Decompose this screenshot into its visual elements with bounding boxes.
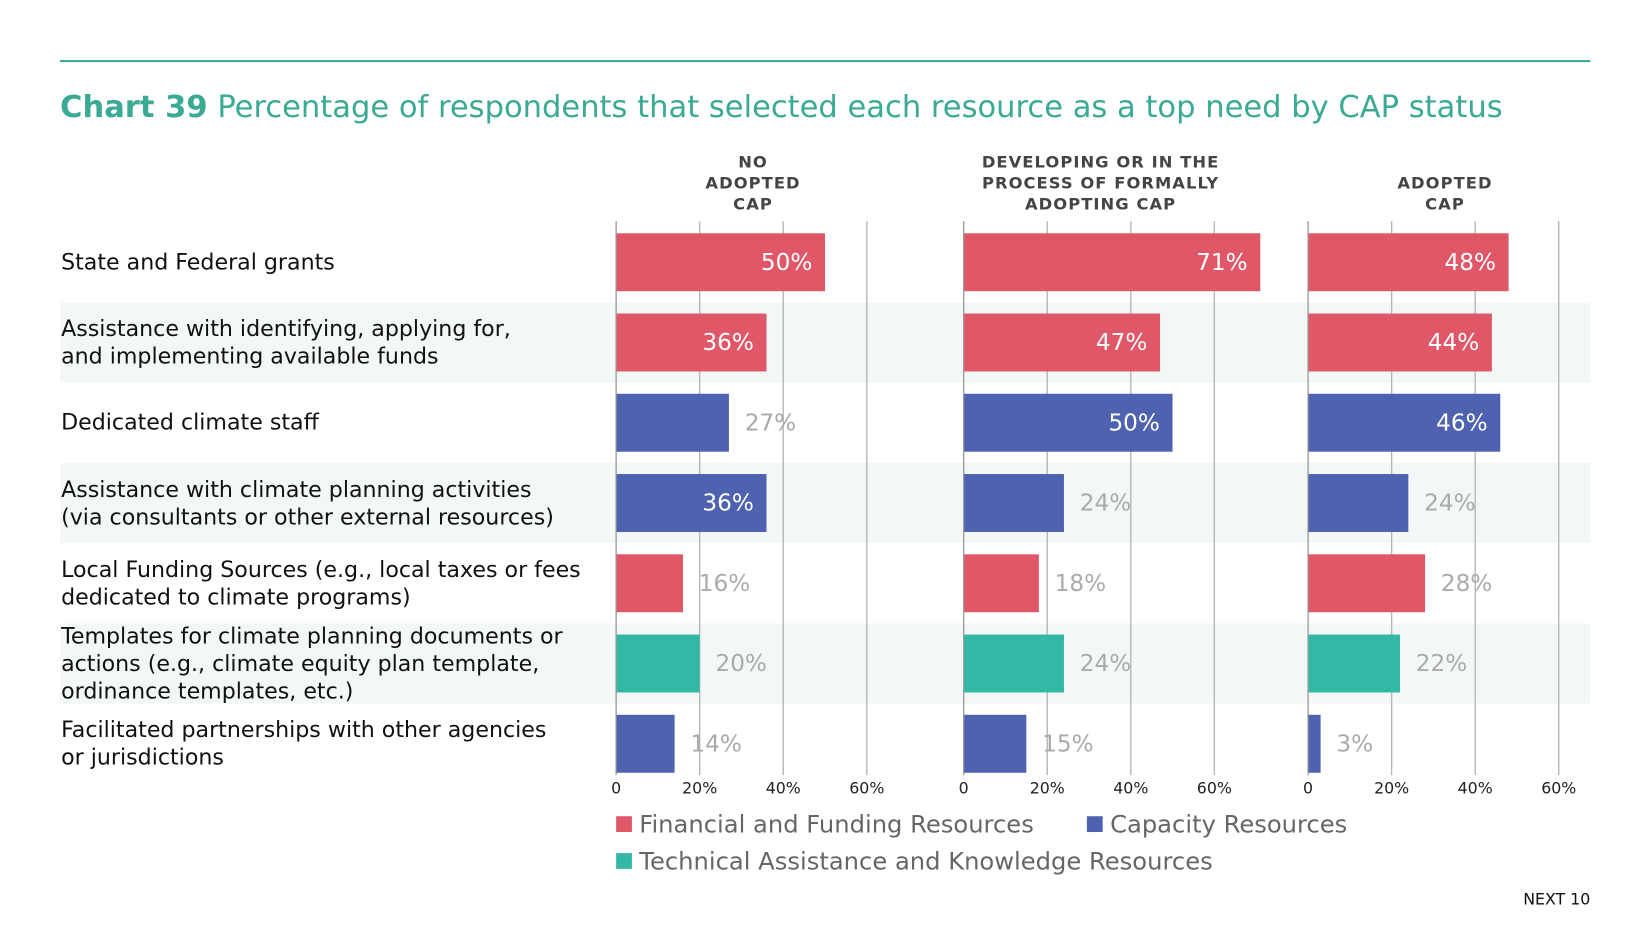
data-label: 71%: [1196, 249, 1247, 276]
data-label: 24%: [1424, 490, 1475, 517]
bar: [616, 634, 700, 693]
chart-title: Chart 39: [60, 88, 208, 125]
x-tick-label: 0: [611, 778, 621, 797]
category-label: Facilitated partnerships with other agen…: [61, 717, 547, 771]
bar: [1308, 714, 1321, 773]
data-label: 36%: [702, 490, 753, 517]
data-label: 50%: [1108, 409, 1159, 436]
bar: [1308, 393, 1501, 452]
bar: [963, 554, 1039, 613]
data-label: 50%: [761, 249, 812, 276]
data-label: 24%: [1080, 490, 1131, 517]
bar: [616, 313, 767, 372]
bar: [1308, 233, 1509, 292]
data-label: 15%: [1042, 730, 1093, 757]
bar: [1308, 474, 1409, 532]
chart-subtitle: Percentage of respondents that selected …: [217, 88, 1503, 125]
bar: [1308, 634, 1400, 693]
x-tick-label: 0: [959, 778, 969, 797]
data-label: 47%: [1096, 329, 1147, 356]
bar: [616, 233, 826, 292]
x-tick-label: 60%: [1541, 778, 1576, 797]
panel-title: ADOPTED CAP: [1397, 173, 1493, 214]
panel-title: NO ADOPTED CAP: [705, 152, 801, 214]
data-label: 3%: [1336, 730, 1373, 757]
chart-title-block: Chart 39 Percentage of respondents that …: [60, 88, 1503, 124]
legend-swatch: [1086, 816, 1103, 833]
category-label: Assistance with identifying, applying fo…: [61, 316, 511, 369]
data-label: 24%: [1080, 650, 1131, 677]
x-tick-label: 40%: [766, 778, 801, 797]
legend-label: Financial and Funding Resources: [639, 811, 1034, 839]
legend-label: Technical Assistance and Knowledge Resou…: [638, 848, 1212, 876]
data-label: 18%: [1055, 570, 1106, 597]
category-label: Dedicated climate staff: [61, 410, 319, 436]
x-tick-label: 60%: [849, 778, 884, 797]
x-tick-label: 20%: [682, 778, 717, 797]
data-label: 14%: [690, 730, 741, 757]
data-label: 20%: [715, 650, 766, 677]
bar: [1308, 313, 1492, 372]
bar: [963, 634, 1064, 693]
footer: NEXT 10: [1523, 889, 1591, 909]
panel-title: DEVELOPING OR IN THE PROCESS OF FORMALLY…: [981, 152, 1220, 214]
x-tick-label: 0: [1303, 778, 1313, 797]
x-tick-label: 40%: [1458, 778, 1493, 797]
data-label: 28%: [1441, 570, 1492, 597]
data-label: 16%: [699, 570, 750, 597]
category-label: State and Federal grants: [61, 249, 335, 275]
x-tick-label: 20%: [1374, 778, 1409, 797]
legend-label: Capacity Resources: [1110, 811, 1347, 839]
data-label: 22%: [1416, 650, 1467, 677]
bar: [963, 393, 1173, 452]
bar: [963, 233, 1261, 292]
category-label: Local Funding Sources (e.g., local taxes…: [61, 556, 581, 610]
bar: [616, 393, 729, 452]
legend-swatch: [616, 853, 632, 869]
bar: [616, 554, 683, 613]
bar: [963, 714, 1027, 773]
data-label: 46%: [1436, 409, 1487, 436]
bar: [616, 714, 675, 773]
legend-swatch: [616, 816, 632, 833]
data-label: 27%: [745, 409, 796, 436]
bar: [616, 474, 767, 532]
category-label: Assistance with climate planning activit…: [61, 476, 554, 530]
data-label: 48%: [1444, 249, 1495, 276]
data-label: 44%: [1428, 329, 1479, 356]
bar: [963, 313, 1161, 372]
x-tick-label: 60%: [1197, 778, 1232, 797]
x-tick-label: 20%: [1030, 778, 1065, 797]
x-tick-label: 40%: [1113, 778, 1148, 797]
category-label: Templates for climate planning documents…: [61, 623, 563, 704]
bar: [1308, 554, 1426, 613]
data-label: 36%: [702, 329, 753, 356]
bar: [963, 474, 1064, 532]
